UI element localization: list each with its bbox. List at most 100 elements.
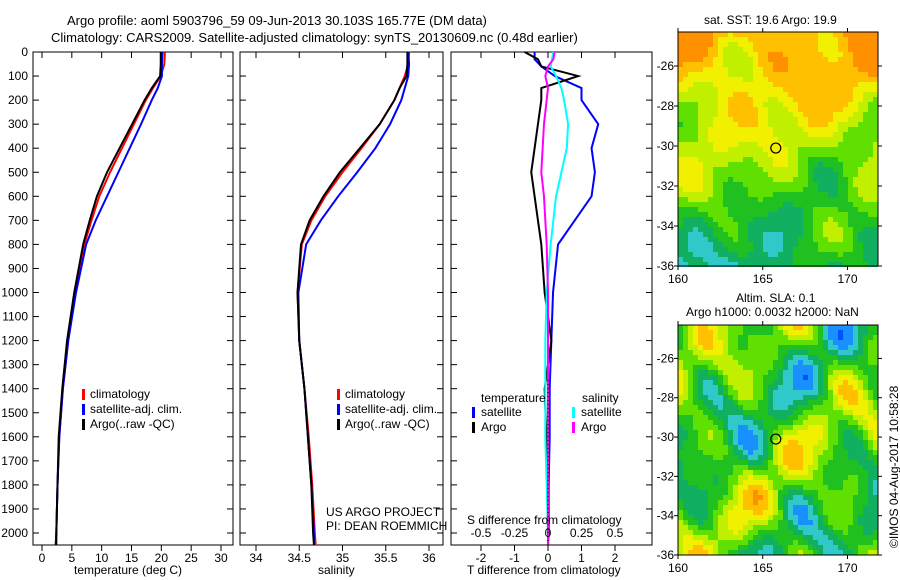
map-cell: [738, 365, 743, 370]
map-cell: [753, 177, 758, 182]
map-cell: [873, 485, 878, 490]
map-cell: [793, 510, 798, 515]
map-cell: [758, 242, 763, 247]
map-cell: [808, 325, 813, 330]
map-cell: [713, 197, 718, 202]
map-cell: [803, 330, 808, 335]
map-cell: [723, 515, 728, 520]
map-cell: [818, 67, 823, 72]
map-cell: [813, 535, 818, 540]
map-cell: [723, 147, 728, 152]
map-cell: [803, 112, 808, 117]
map-cell: [853, 242, 858, 247]
map-cell: [688, 455, 693, 460]
map-cell: [698, 62, 703, 67]
map-cell: [843, 435, 848, 440]
map-cell: [748, 212, 753, 217]
map-cell: [838, 525, 843, 530]
map-cell: [693, 117, 698, 122]
map-cell: [708, 257, 713, 262]
map-cell: [713, 445, 718, 450]
map-cell: [728, 335, 733, 340]
map-cell: [738, 232, 743, 237]
map-cell: [748, 330, 753, 335]
map-cell: [778, 540, 783, 545]
map-cell: [853, 72, 858, 77]
map-cell: [858, 137, 863, 142]
map-cell: [828, 257, 833, 262]
map-cell: [853, 32, 858, 37]
map-cell: [678, 167, 683, 172]
depth-tick-label: 0: [21, 45, 28, 59]
map-cell: [843, 52, 848, 57]
map-cell: [853, 217, 858, 222]
depth-tick-label: 300: [8, 117, 28, 131]
map-cell: [778, 385, 783, 390]
map-cell: [718, 430, 723, 435]
map-cell: [743, 137, 748, 142]
map-cell: [788, 500, 793, 505]
map-cell: [808, 152, 813, 157]
map-cell: [788, 192, 793, 197]
map-cell: [863, 82, 868, 87]
map-cell: [798, 177, 803, 182]
map-cell: [703, 395, 708, 400]
map-cell: [833, 505, 838, 510]
map-cell: [853, 222, 858, 227]
map-cell: [723, 192, 728, 197]
map-cell: [763, 37, 768, 42]
map-cell: [708, 227, 713, 232]
map-cell: [833, 500, 838, 505]
map-cell: [728, 102, 733, 107]
map-cell: [818, 252, 823, 257]
map-cell: [823, 132, 828, 137]
map-cell: [803, 187, 808, 192]
map-cell: [698, 232, 703, 237]
map-cell: [858, 92, 863, 97]
map-cell: [778, 162, 783, 167]
map-cell: [738, 355, 743, 360]
map-cell: [753, 67, 758, 72]
map-cell: [688, 425, 693, 430]
title-line-2: Climatology: CARS2009. Satellite-adjuste…: [51, 30, 578, 45]
map-cell: [818, 490, 823, 495]
map-cell: [818, 365, 823, 370]
map-cell: [678, 137, 683, 142]
map-cell: [848, 162, 853, 167]
map-cell: [743, 380, 748, 385]
map-cell: [833, 47, 838, 52]
map-cell: [698, 87, 703, 92]
map-cell: [783, 455, 788, 460]
map-cell: [753, 37, 758, 42]
s-tick-label: -0.25: [501, 526, 529, 540]
map-cell: [723, 92, 728, 97]
map-cell: [778, 500, 783, 505]
map-cell: [713, 157, 718, 162]
map-cell: [738, 425, 743, 430]
map-cell: [808, 57, 813, 62]
map-cell: [758, 182, 763, 187]
map-cell: [828, 475, 833, 480]
map-cell: [763, 350, 768, 355]
map-cell: [748, 520, 753, 525]
map-cell: [863, 177, 868, 182]
map-cell: [698, 405, 703, 410]
map-cell: [733, 465, 738, 470]
map-cell: [753, 147, 758, 152]
map-cell: [853, 470, 858, 475]
map-cell: [723, 157, 728, 162]
map-cell: [863, 330, 868, 335]
series-line-argo-raw-qc-: [55, 52, 162, 546]
depth-tick-label: 200: [8, 93, 28, 107]
map-cell: [828, 157, 833, 162]
map-cell: [873, 122, 878, 127]
map-cell: [738, 345, 743, 350]
map-cell: [713, 440, 718, 445]
map-cell: [808, 395, 813, 400]
map-cell: [813, 460, 818, 465]
map-cell: [818, 345, 823, 350]
map-cell: [858, 182, 863, 187]
map-cell: [873, 197, 878, 202]
map-cell: [848, 252, 853, 257]
map-cell: [793, 370, 798, 375]
